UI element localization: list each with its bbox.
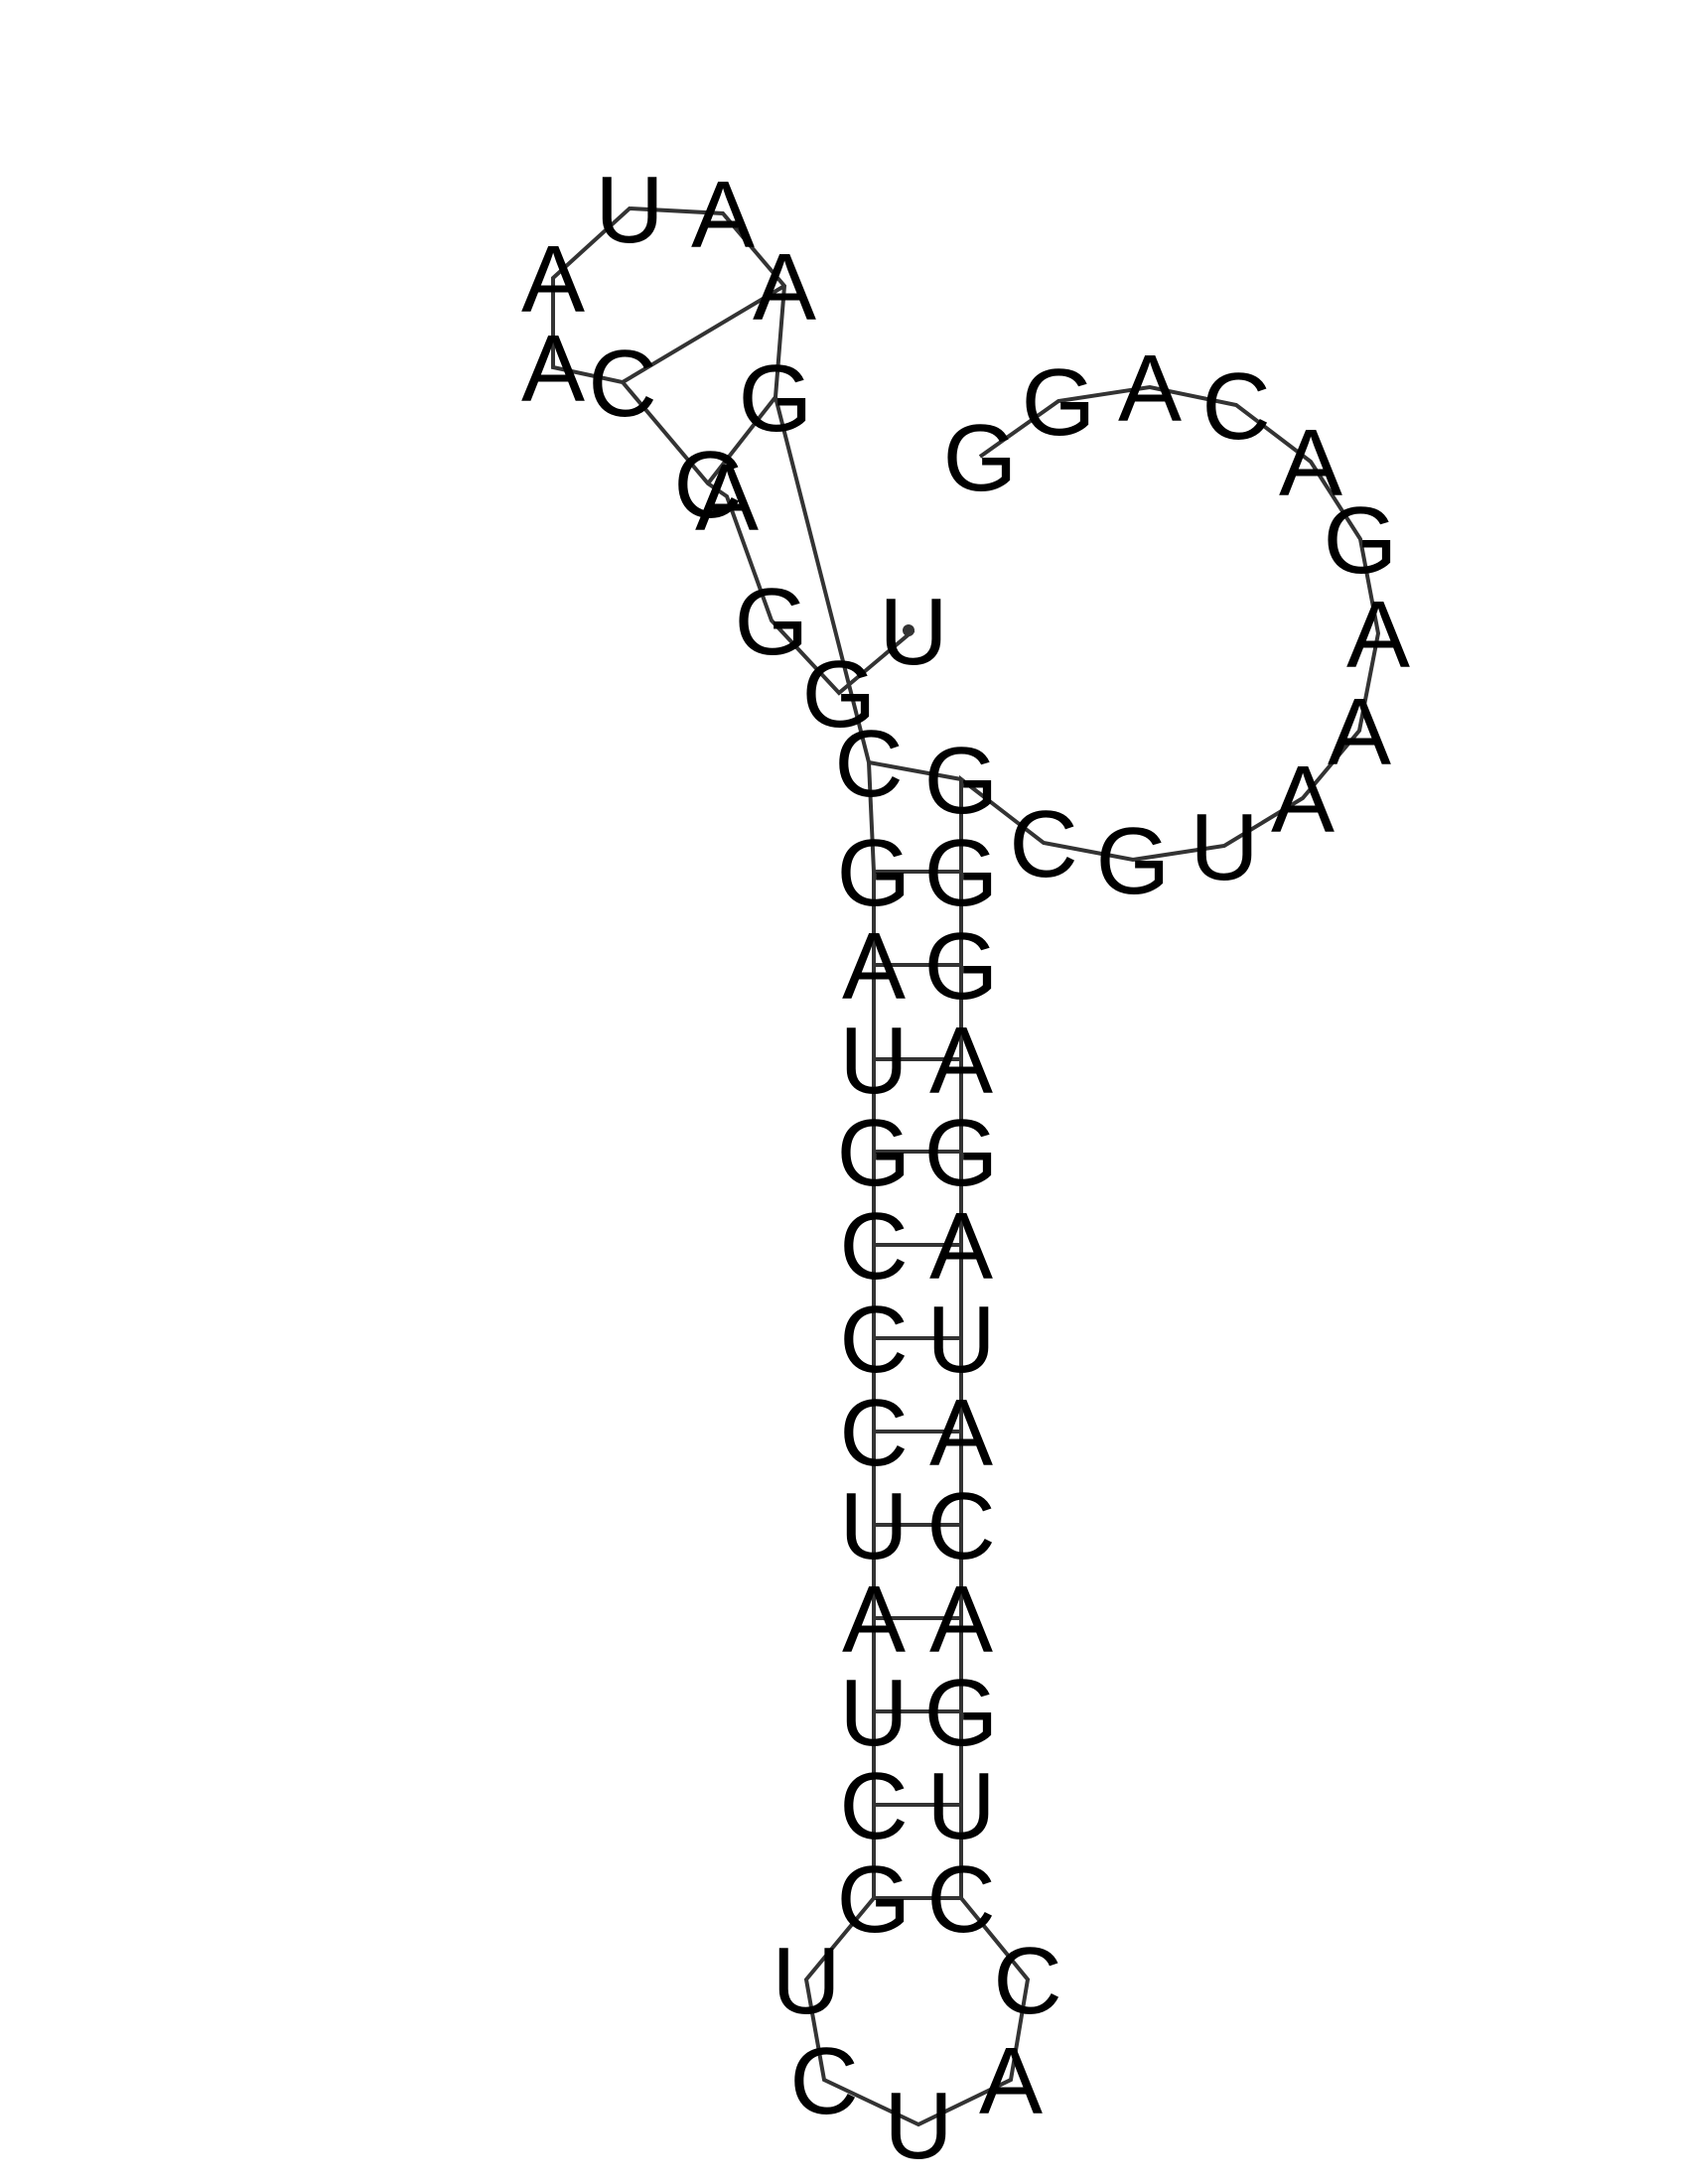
nucleotide-52: C <box>1201 353 1270 460</box>
nucleotide-8: A <box>521 226 585 333</box>
nucleotide-54: G <box>1022 349 1096 456</box>
nucleotide-19: C <box>839 1287 908 1393</box>
nucleotide-50: G <box>1324 487 1398 594</box>
nucleotide-23: U <box>839 1660 908 1766</box>
nucleotide-15: A <box>842 913 906 1020</box>
nucleotide-11: A <box>753 234 816 341</box>
nucleotide-14: G <box>837 820 912 926</box>
nucleotide-35: C <box>926 1473 995 1579</box>
nucleotide-46: U <box>1190 794 1258 900</box>
nucleotide-45: G <box>1096 808 1171 914</box>
nucleotide-27: C <box>789 2028 858 2134</box>
nucleotide-43: G <box>924 728 999 834</box>
nucleotide-5: C <box>673 432 742 538</box>
nucleotide-36: A <box>929 1380 993 1486</box>
nucleotide-48: A <box>1328 679 1391 785</box>
nucleotide-44: C <box>1009 791 1077 897</box>
nucleotide-38: A <box>929 1193 993 1299</box>
base-pair-line <box>621 284 786 384</box>
nucleotide-31: C <box>926 1846 995 1953</box>
nucleotide-16: U <box>839 1008 908 1114</box>
nucleotide-41: G <box>924 913 999 1020</box>
nucleotide-17: G <box>837 1100 912 1206</box>
nucleotide-26: U <box>772 1928 840 2034</box>
nucleotide-34: A <box>929 1567 993 1673</box>
nucleotide-2: G <box>802 641 877 748</box>
nucleotide-55: G <box>943 405 1018 511</box>
nucleotide-30: C <box>993 1928 1061 2034</box>
nucleotide-24: C <box>839 1753 908 1859</box>
nucleotide-32: U <box>926 1753 995 1859</box>
nucleotide-3: G <box>735 569 809 675</box>
nucleotide-10: A <box>691 162 755 268</box>
nucleotide-51: A <box>1279 410 1342 516</box>
nucleotide-22: A <box>842 1567 906 1673</box>
nucleotide-33: G <box>924 1660 999 1766</box>
nucleotide-13: C <box>834 711 903 817</box>
nucleotide-42: G <box>924 820 999 926</box>
nucleotide-7: A <box>521 316 585 422</box>
nucleotide-28: U <box>884 2073 952 2179</box>
base-pair-line <box>868 760 962 781</box>
nucleotide-4: A <box>695 445 759 551</box>
nucleotide-20: C <box>839 1380 908 1486</box>
nucleotide-37: U <box>926 1287 995 1393</box>
backbone <box>551 205 1381 2127</box>
base-pairs <box>621 284 962 1900</box>
nucleotide-6: C <box>588 331 656 437</box>
backbone-line <box>551 205 1381 2127</box>
nucleotide-12: G <box>739 345 813 452</box>
nucleotide-49: A <box>1346 582 1410 688</box>
nucleotide-25: G <box>837 1846 912 1953</box>
nucleotide-40: A <box>929 1008 993 1114</box>
nucleotide-21: U <box>839 1473 908 1579</box>
nucleotide-53: A <box>1118 336 1182 442</box>
nucleotide-29: A <box>979 2028 1043 2134</box>
nucleotide-9: U <box>595 157 663 263</box>
nucleotide-47: A <box>1271 747 1335 853</box>
five-prime-end-marker <box>903 624 914 636</box>
nucleotide-18: C <box>839 1193 908 1299</box>
base-pair-line <box>706 395 777 485</box>
nucleotide-39: G <box>924 1100 999 1206</box>
